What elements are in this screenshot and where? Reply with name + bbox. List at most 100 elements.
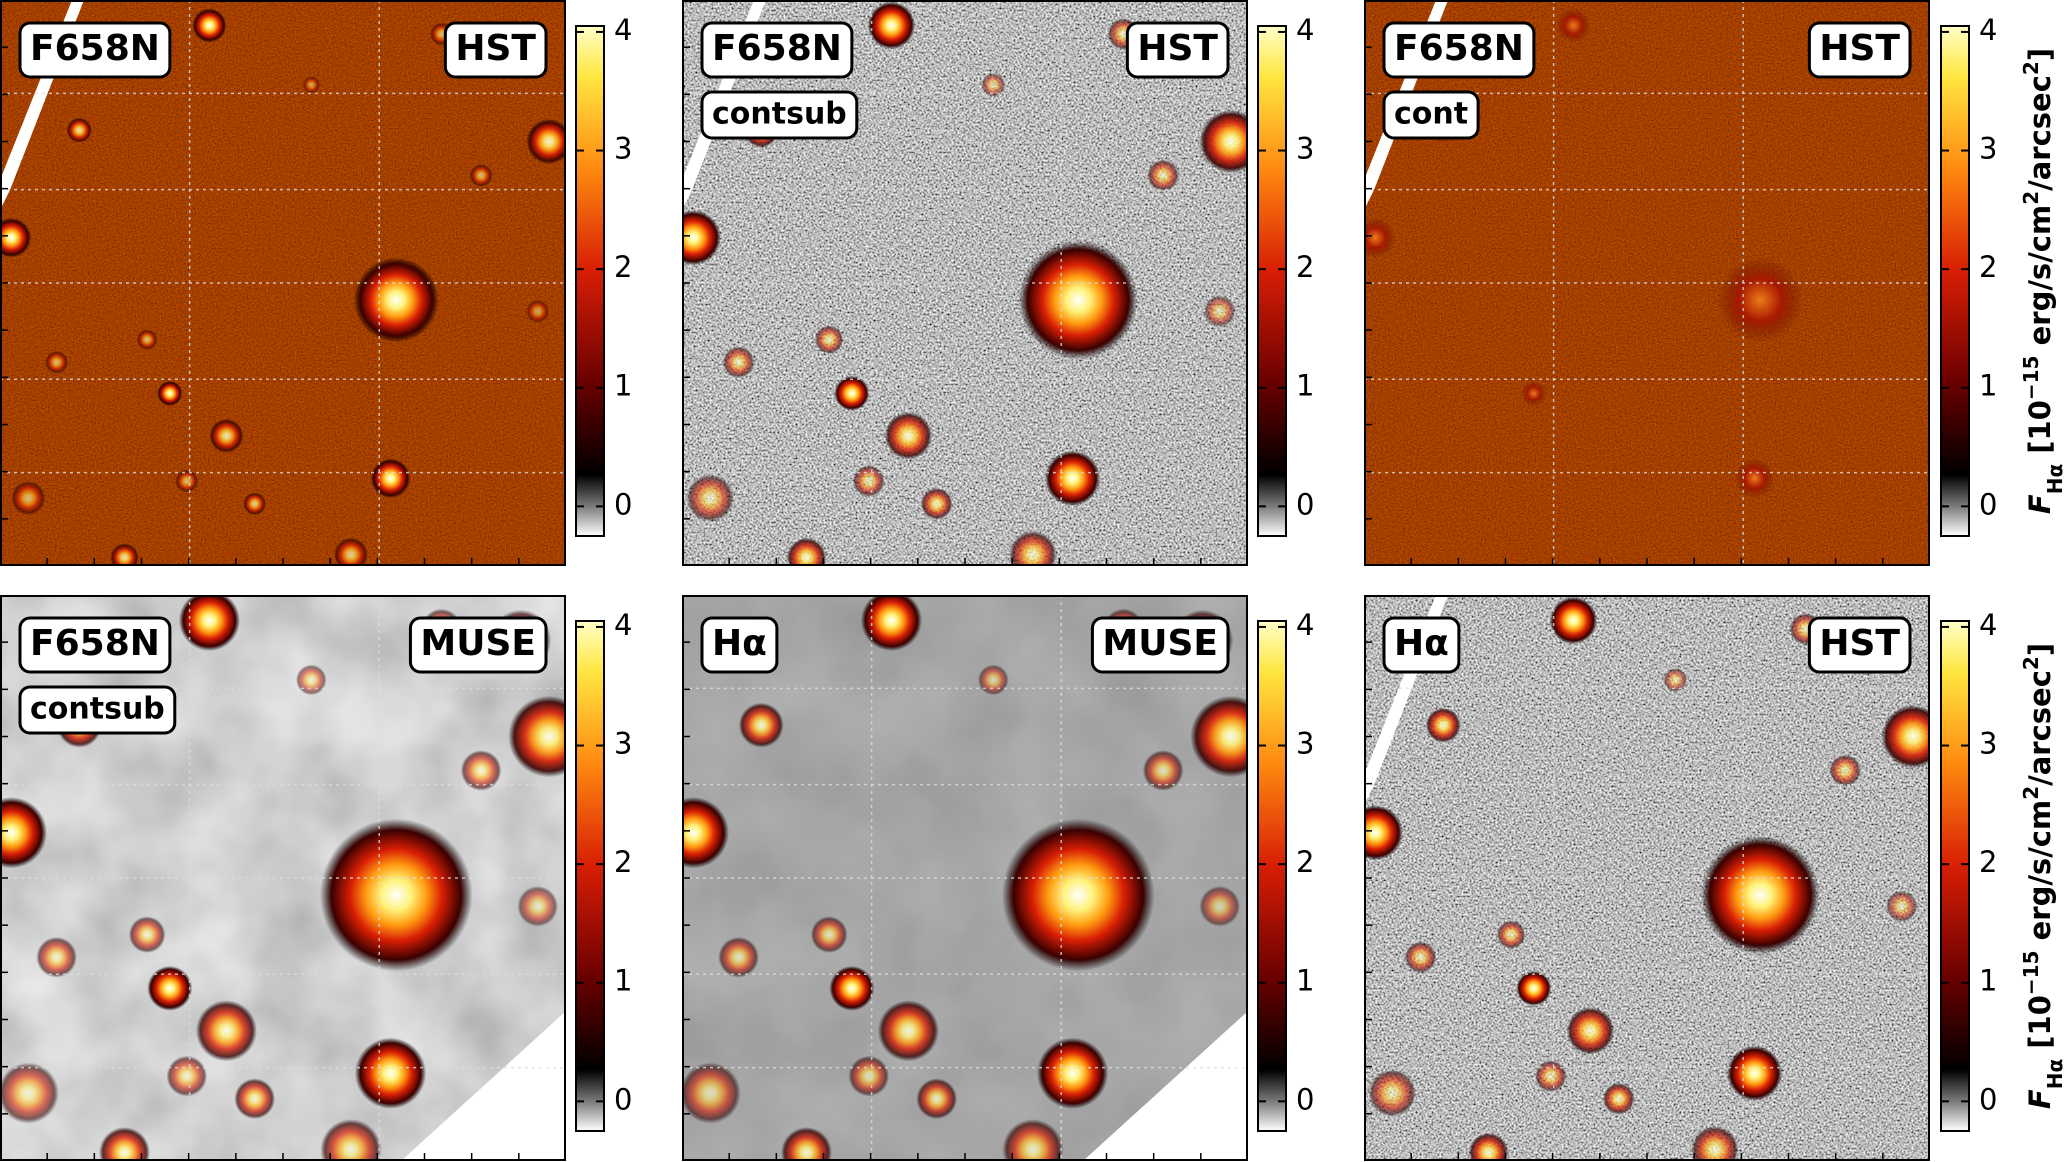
emission-region <box>834 375 870 411</box>
emission-region <box>147 965 193 1011</box>
emission-region <box>1700 835 1820 955</box>
colorbar-label-part: 2 <box>2019 656 2043 670</box>
colorbar-tick-label: 2 <box>1296 845 1314 879</box>
colorbar-tick-label: 2 <box>1979 250 1997 284</box>
badge-box <box>408 616 548 674</box>
colorbar-label-part: /arcsec <box>2023 670 2057 786</box>
badge-box <box>18 685 177 735</box>
image <box>0 0 566 566</box>
colorbar-label-part: −15 <box>2019 355 2043 400</box>
image-panel: F658N HST 0 1 2 3 4 <box>0 0 632 566</box>
emission-region <box>829 965 875 1011</box>
colorbar-tick-label: 4 <box>1979 13 1997 47</box>
emission-region <box>1717 257 1803 343</box>
emission-region <box>920 487 953 520</box>
colorbar-label-part: −15 <box>2019 950 2043 995</box>
emission-region <box>36 936 77 978</box>
emission-region <box>296 664 327 696</box>
emission-region <box>852 465 885 497</box>
emission-region <box>1044 450 1101 507</box>
badge-text: Hα <box>1394 623 1449 664</box>
badge-text: Hα <box>712 623 767 664</box>
emission-region <box>526 118 566 165</box>
colorbar-tick-label: 0 <box>614 1082 632 1116</box>
colorbar-tick-label: 4 <box>1296 608 1314 642</box>
emission-region <box>1147 159 1179 192</box>
colorbar-tick-label: 2 <box>1296 250 1314 284</box>
colorbar-label-part: F <box>2023 494 2057 514</box>
emission-region <box>99 1127 150 1161</box>
colorbar-tick-label: 4 <box>1296 13 1314 47</box>
emission-region <box>302 76 320 94</box>
emission-region <box>517 885 559 927</box>
emission-region <box>192 8 227 43</box>
badge-sub-text: cont <box>1394 97 1468 132</box>
emission-region <box>682 797 729 869</box>
emission-region <box>848 1055 890 1097</box>
emission-region <box>333 537 368 566</box>
colorbar-label: FHα [10−15 erg/s/cm2/arcsec2] <box>2019 48 2065 514</box>
badge-text: F658N <box>30 623 160 664</box>
image-panel: Hα MUSE 0 1 2 3 4 <box>682 595 1314 1161</box>
emission-region <box>1734 458 1775 499</box>
colorbar-tick-label: 4 <box>614 608 632 642</box>
emission-region <box>319 818 473 972</box>
emission-region <box>884 412 933 460</box>
image <box>682 0 1248 566</box>
emission-region <box>320 1119 382 1161</box>
emission-region <box>1534 1060 1567 1092</box>
colorbar-label-part: Hα <box>2043 1059 2065 1089</box>
badge-box <box>18 616 172 674</box>
emission-region <box>1549 596 1598 645</box>
colorbar-tick-label: 3 <box>1979 132 1997 166</box>
emission-region <box>686 474 735 522</box>
emission-region <box>195 1000 257 1062</box>
image <box>1364 0 1930 566</box>
badge-box <box>1090 616 1230 674</box>
colorbar-label-part: F <box>2023 1089 2057 1109</box>
emission-region <box>867 1 916 50</box>
badge-box <box>700 21 854 79</box>
emission-region <box>0 1062 59 1124</box>
emission-region <box>1002 1119 1064 1161</box>
colorbar-tick-label: 1 <box>614 369 632 403</box>
emission-region <box>469 164 493 187</box>
colorbar-label-part: erg/s/cm <box>2023 205 2057 356</box>
emission-region <box>786 537 827 566</box>
colorbar-tick-label: 1 <box>614 964 632 998</box>
colorbar-tick-label: 1 <box>1979 369 1997 403</box>
colorbar-label-part: [10 <box>2023 400 2057 464</box>
emission-region <box>1036 1037 1109 1109</box>
colorbar-label-part: ] <box>2023 643 2057 656</box>
emission-region <box>722 346 755 379</box>
colorbar-label-part: erg/s/cm <box>2023 800 2057 951</box>
badge-box <box>1125 21 1230 79</box>
emission-region <box>166 1055 208 1097</box>
emission-region <box>718 936 759 978</box>
emission-region <box>175 469 199 493</box>
badge-box <box>1382 616 1461 674</box>
colorbar-tick-label: 2 <box>1979 845 1997 879</box>
colorbar-tick-label: 3 <box>1296 727 1314 761</box>
emission-region <box>1602 1082 1635 1115</box>
emission-region <box>1368 1069 1417 1117</box>
emission-region <box>1142 750 1184 791</box>
emission-region <box>243 492 267 516</box>
emission-region <box>370 458 411 499</box>
emission-region <box>508 695 566 778</box>
badge-text: HST <box>1137 28 1218 69</box>
colorbar-tick-label: 2 <box>614 845 632 879</box>
emission-region <box>1556 8 1591 43</box>
colorbar-tick-label: 0 <box>1296 1082 1314 1116</box>
emission-region <box>66 117 92 143</box>
badge-sub-text: contsub <box>712 97 847 132</box>
emission-region <box>916 1078 958 1120</box>
emission-region <box>157 380 183 406</box>
emission-region <box>0 217 32 258</box>
colorbar <box>1257 25 1287 537</box>
badge-text: HST <box>455 28 536 69</box>
colorbar-tick-label: 1 <box>1979 964 1997 998</box>
badge-sub-text: contsub <box>30 692 165 727</box>
